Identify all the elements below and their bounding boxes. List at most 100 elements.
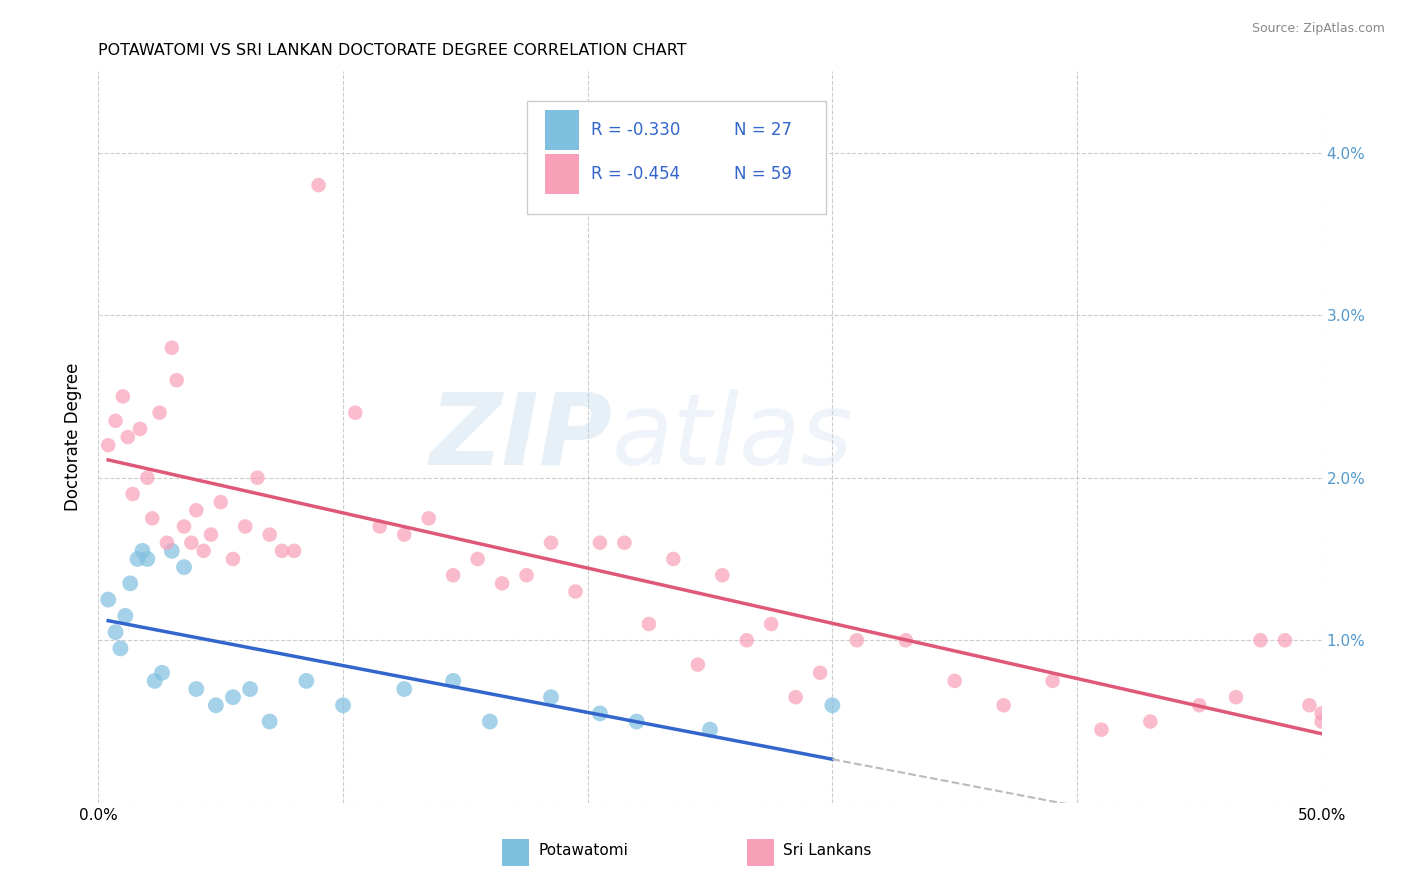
Point	[1310, 706, 1333, 721]
Point	[143, 673, 166, 688]
Point	[259, 714, 281, 729]
Point	[131, 544, 153, 558]
Y-axis label: Doctorate Degree: Doctorate Degree	[65, 363, 83, 511]
Point	[344, 406, 367, 420]
Point	[540, 535, 562, 549]
Point	[120, 576, 142, 591]
Point	[699, 723, 721, 737]
Point	[141, 511, 163, 525]
Point	[246, 471, 269, 485]
Point	[540, 690, 562, 705]
Point	[117, 430, 139, 444]
Text: N = 59: N = 59	[734, 165, 793, 183]
Point	[626, 714, 648, 729]
Point	[209, 495, 232, 509]
Point	[173, 519, 195, 533]
Point	[943, 673, 966, 688]
Point	[993, 698, 1015, 713]
FancyBboxPatch shape	[546, 153, 579, 194]
Point	[160, 544, 183, 558]
Point	[233, 519, 256, 533]
Point	[467, 552, 489, 566]
Point	[1274, 633, 1296, 648]
Point	[205, 698, 228, 713]
Text: N = 27: N = 27	[734, 121, 793, 139]
Point	[516, 568, 538, 582]
Point	[104, 625, 127, 640]
Point	[114, 608, 136, 623]
Point	[845, 633, 868, 648]
Point	[1225, 690, 1247, 705]
FancyBboxPatch shape	[526, 101, 827, 214]
Point	[1042, 673, 1064, 688]
Text: R = -0.454: R = -0.454	[592, 165, 681, 183]
Point	[392, 681, 416, 696]
Point	[637, 617, 661, 632]
Point	[259, 527, 281, 541]
Point	[1139, 714, 1161, 729]
Point	[613, 535, 636, 549]
Point	[239, 681, 262, 696]
FancyBboxPatch shape	[747, 838, 773, 866]
Point	[441, 673, 464, 688]
Point	[129, 422, 152, 436]
Point	[121, 487, 143, 501]
Text: R = -0.330: R = -0.330	[592, 121, 681, 139]
FancyBboxPatch shape	[502, 838, 529, 866]
Point	[127, 552, 149, 566]
Text: ZIP: ZIP	[429, 389, 612, 485]
Point	[662, 552, 685, 566]
Point	[156, 535, 179, 549]
Point	[186, 681, 208, 696]
Point	[1250, 633, 1272, 648]
Point	[1188, 698, 1211, 713]
Text: atlas: atlas	[612, 389, 853, 485]
Point	[180, 535, 202, 549]
Point	[1310, 714, 1333, 729]
Point	[711, 568, 734, 582]
Point	[166, 373, 188, 387]
Point	[222, 552, 245, 566]
Point	[785, 690, 807, 705]
Point	[136, 552, 159, 566]
Point	[761, 617, 783, 632]
Point	[808, 665, 831, 680]
Point	[821, 698, 844, 713]
Point	[110, 641, 132, 656]
Point	[589, 535, 612, 549]
Point	[173, 560, 195, 574]
Point	[160, 341, 183, 355]
Point	[193, 544, 215, 558]
Point	[136, 471, 159, 485]
Text: Potawatomi: Potawatomi	[538, 843, 628, 858]
Text: Sri Lankans: Sri Lankans	[783, 843, 872, 858]
Point	[97, 438, 120, 452]
Point	[1090, 723, 1112, 737]
Point	[392, 527, 416, 541]
Point	[222, 690, 245, 705]
Point	[491, 576, 513, 591]
Point	[308, 178, 330, 193]
Text: Source: ZipAtlas.com: Source: ZipAtlas.com	[1251, 22, 1385, 36]
Point	[97, 592, 120, 607]
Point	[368, 519, 391, 533]
Point	[589, 706, 612, 721]
Point	[270, 544, 294, 558]
Point	[295, 673, 318, 688]
Point	[200, 527, 222, 541]
Point	[894, 633, 917, 648]
Point	[104, 414, 127, 428]
Point	[564, 584, 586, 599]
Point	[686, 657, 709, 672]
Point	[149, 406, 172, 420]
Point	[332, 698, 354, 713]
FancyBboxPatch shape	[546, 110, 579, 150]
Point	[150, 665, 173, 680]
Point	[1298, 698, 1320, 713]
Point	[186, 503, 208, 517]
Point	[478, 714, 501, 729]
Point	[735, 633, 758, 648]
Point	[111, 389, 134, 403]
Point	[441, 568, 464, 582]
Text: POTAWATOMI VS SRI LANKAN DOCTORATE DEGREE CORRELATION CHART: POTAWATOMI VS SRI LANKAN DOCTORATE DEGRE…	[98, 43, 688, 58]
